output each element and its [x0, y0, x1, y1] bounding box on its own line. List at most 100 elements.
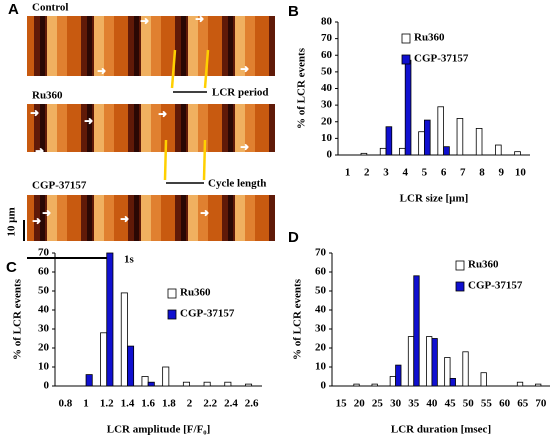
x-axis-label: LCR amplitude [F/F₀] [107, 424, 211, 436]
panel-label: B [288, 3, 299, 20]
x-tick-label: 1 [83, 398, 89, 410]
svg-text:➜: ➜ [158, 109, 167, 121]
x-tick-label: 5 [422, 167, 428, 179]
bar [443, 146, 450, 156]
scale-label: 10 µm [6, 207, 18, 236]
legend-swatch [401, 54, 411, 65]
x-tick-label: 65 [517, 398, 529, 410]
bar [389, 376, 396, 387]
bar [353, 383, 360, 387]
x-tick-label: 60 [499, 398, 511, 410]
x-tick-label: 55 [481, 398, 493, 410]
bar [224, 381, 232, 387]
svg-text:➜: ➜ [35, 146, 44, 158]
bar [371, 383, 378, 387]
y-tick-label: 80 [321, 16, 333, 28]
y-tick-label: 20 [315, 342, 327, 354]
y-tick-label: 70 [321, 32, 333, 44]
bar [426, 336, 433, 387]
bar [462, 351, 469, 387]
panel-a-images: ➜ ➜➜ ➜ ➜➜➜➜➜ ➜➜ ➜ ➜ [23, 14, 275, 259]
y-tick-label: 60 [321, 49, 333, 61]
scale-label: 1s [124, 254, 135, 266]
x-tick-label: 3 [383, 167, 389, 179]
x-tick-label: 2.6 [245, 398, 259, 410]
y-tick-label: 70 [38, 247, 50, 259]
x-axis-label: LCR size [µm] [400, 193, 469, 205]
annotation: Cycle length [208, 178, 266, 190]
x-tick-label: 25 [372, 398, 384, 410]
y-tick-label: 10 [321, 132, 333, 144]
y-tick-label: 40 [315, 304, 327, 316]
legend-label: CGP-37157 [468, 280, 523, 292]
legend-label: Ru360 [414, 32, 445, 44]
legend-swatch [167, 288, 177, 299]
bar [147, 381, 155, 387]
x-tick-label: 30 [390, 398, 402, 410]
bar [431, 338, 438, 387]
y-axis-label: % of LCR events [292, 278, 304, 360]
svg-text:➜: ➜ [240, 142, 249, 154]
svg-text:➜: ➜ [195, 14, 204, 26]
row-label: Control [32, 2, 68, 14]
legend-label: CGP-37157 [180, 308, 235, 320]
y-tick-label: 0 [327, 149, 333, 161]
x-tick-label: 2.4 [224, 398, 238, 410]
svg-text:➜: ➜ [140, 16, 149, 28]
y-tick-label: 20 [321, 115, 333, 127]
x-tick-label: 15 [336, 398, 348, 410]
y-axis-label: % of LCR events [296, 47, 308, 129]
svg-text:➜: ➜ [200, 208, 209, 220]
bar [413, 275, 420, 387]
bar [404, 59, 412, 156]
legend-swatch [455, 281, 465, 292]
x-tick-label: 40 [426, 398, 438, 410]
y-tick-label: 70 [315, 247, 327, 259]
panel-label: A [8, 1, 19, 18]
y-tick-label: 10 [38, 361, 50, 373]
x-tick-label: 35 [408, 398, 420, 410]
bar [449, 377, 456, 387]
svg-text:➜: ➜ [30, 108, 39, 120]
bar [141, 376, 149, 387]
svg-text:➜: ➜ [32, 216, 41, 228]
bar [480, 372, 487, 387]
x-tick-label: 6 [441, 167, 447, 179]
y-tick-label: 40 [321, 82, 333, 94]
x-tick-label: 50 [463, 398, 475, 410]
y-tick-label: 30 [38, 323, 50, 335]
x-tick-label: 2 [187, 398, 193, 410]
x-tick-label: 10 [515, 167, 527, 179]
bar [475, 127, 483, 156]
panel-label: C [6, 259, 17, 276]
bar [456, 118, 464, 156]
bar [100, 332, 108, 387]
bar [360, 152, 368, 156]
legend-swatch [401, 33, 411, 44]
row-label: CGP-37157 [32, 180, 87, 192]
x-tick-label: 70 [535, 398, 547, 410]
y-tick-label: 30 [315, 323, 327, 335]
x-tick-label: 2.2 [203, 398, 217, 410]
bar [395, 364, 402, 387]
panel-label: D [288, 229, 299, 246]
bar [85, 374, 93, 387]
x-tick-label: 4 [402, 167, 408, 179]
bar [514, 151, 521, 156]
bar [407, 336, 415, 387]
x-tick-label: 0.8 [58, 398, 72, 410]
bar [182, 381, 190, 387]
bar [379, 147, 387, 156]
bar [399, 147, 406, 156]
bar [495, 144, 502, 156]
x-tick-label: 1 [345, 167, 351, 179]
svg-text:➜: ➜ [120, 214, 129, 226]
bar [418, 131, 425, 156]
y-tick-label: 60 [38, 266, 50, 278]
y-tick-label: 50 [38, 285, 50, 297]
bar [120, 292, 128, 387]
y-tick-label: 40 [38, 304, 50, 316]
legend-swatch [167, 309, 177, 320]
y-tick-label: 60 [315, 266, 327, 278]
annotation: LCR period [212, 87, 269, 99]
